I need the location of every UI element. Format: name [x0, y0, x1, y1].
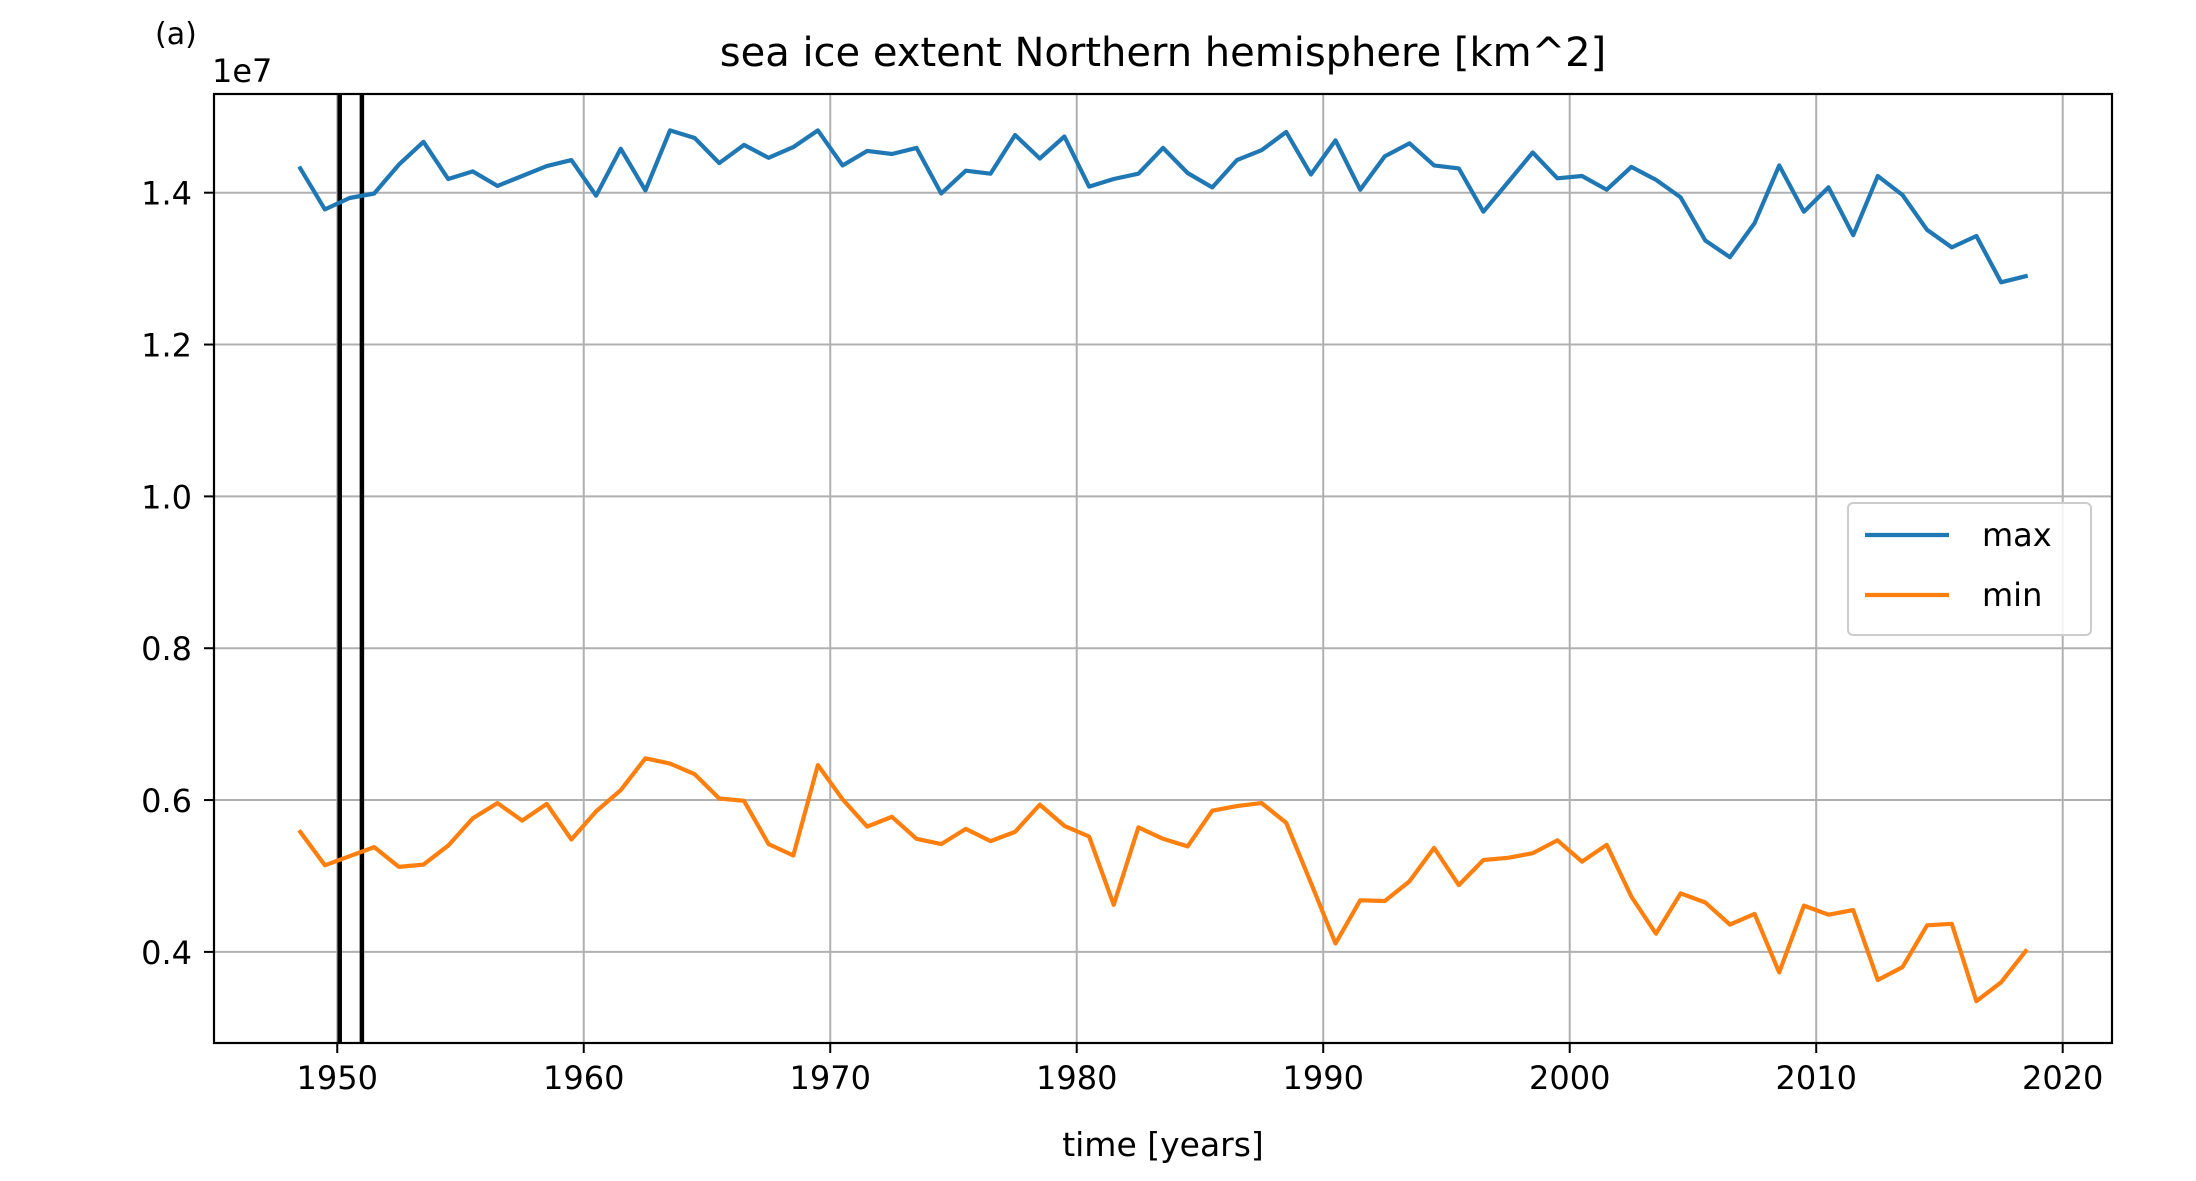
y-tick-label: 1.0 — [141, 478, 192, 516]
series-line-max — [297, 128, 2029, 285]
x-tick-label: 2010 — [1775, 1059, 1856, 1097]
legend-box — [1847, 502, 2092, 636]
axis-ticks: 1950 1960 1970 1980 1990 2000 2010 2020 0.4 0.6 0.… — [141, 175, 2103, 1097]
x-axis-label: time [years] — [1062, 1125, 1264, 1164]
y-tick-label: 0.6 — [141, 782, 192, 820]
x-tick-label: 1950 — [297, 1059, 378, 1097]
y-tick-label: 1.2 — [141, 327, 192, 365]
y-tick-label: 0.8 — [141, 630, 192, 668]
grid — [214, 94, 2112, 1043]
y-offset-label: 1e7 — [212, 52, 272, 90]
y-tick-label: 1.4 — [141, 175, 192, 213]
x-tick-label: 1970 — [790, 1059, 871, 1097]
reference-lines — [337, 94, 365, 1043]
x-tick-label: 2020 — [2022, 1059, 2103, 1097]
legend-max-label: max — [1982, 516, 2052, 554]
legend: max min — [1847, 502, 2092, 636]
panel-label: (a) — [155, 17, 197, 52]
series-line-min — [297, 756, 2029, 1004]
x-tick-label: 1980 — [1036, 1059, 1117, 1097]
y-tick-label: 0.4 — [141, 934, 192, 972]
x-tick-label: 2000 — [1529, 1059, 1610, 1097]
chart-title: sea ice extent Northern hemisphere [km^2… — [720, 30, 1606, 76]
legend-min-label: min — [1982, 576, 2042, 614]
x-tick-label: 1990 — [1283, 1059, 1364, 1097]
x-tick-label: 1960 — [543, 1059, 624, 1097]
plot-frame — [212, 92, 2114, 1045]
series-lines — [297, 128, 2029, 1004]
